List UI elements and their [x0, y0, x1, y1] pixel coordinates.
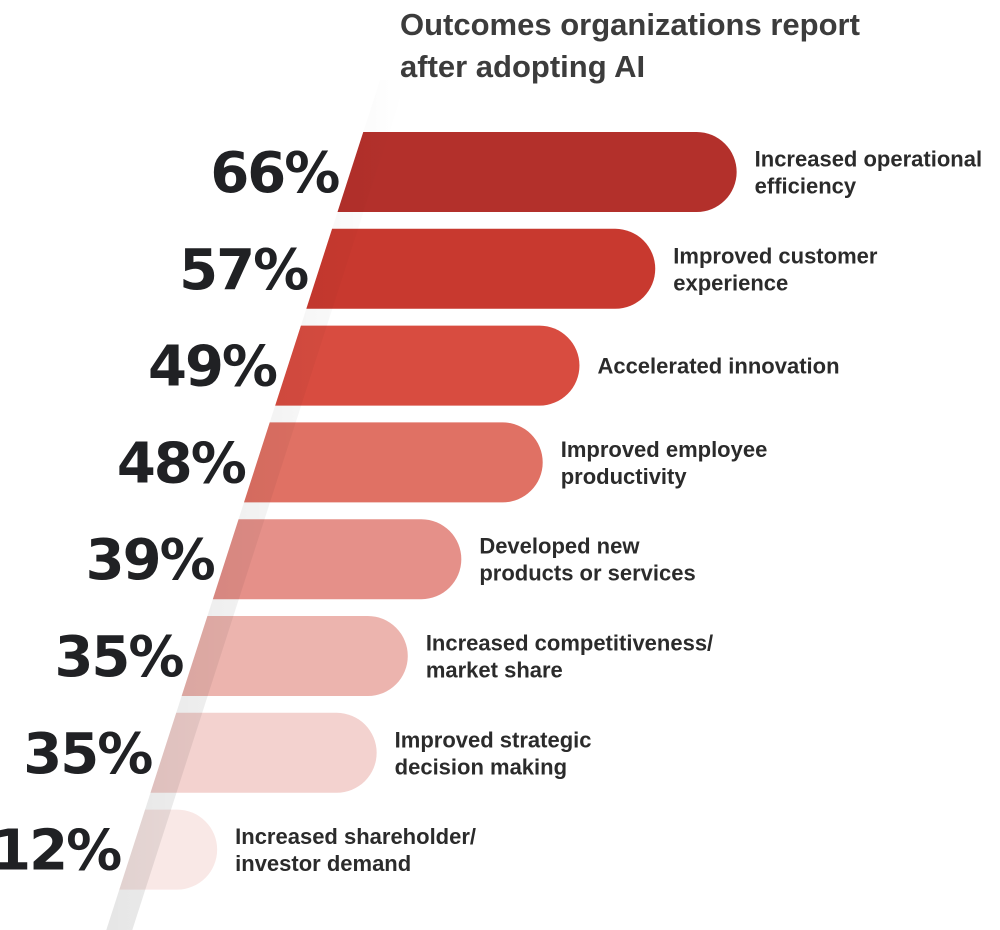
value-label: 12% [0, 819, 121, 884]
bar-3 [275, 325, 580, 406]
category-label-line: Accelerated innovation [597, 354, 839, 379]
category-label-line: products or services [479, 561, 695, 586]
value-label: 39% [86, 528, 215, 593]
category-label: Accelerated innovation [597, 354, 839, 379]
category-label: Improved employee productivity [561, 437, 768, 489]
bar-4 [243, 422, 543, 503]
value-label: 49% [148, 335, 277, 400]
category-label-line: Increased shareholder/ [235, 824, 476, 849]
category-label-line: Increased operational [755, 147, 982, 172]
bar-5 [212, 519, 462, 600]
category-label: Increased shareholder/investor demand [235, 824, 476, 876]
value-label: 66% [210, 141, 339, 206]
labels-layer: 66% Increased operational efficiency 57% Imp… [0, 141, 982, 884]
category-label-line: Improved employee [561, 437, 768, 462]
category-label-line: Increased competitiveness/ [426, 631, 713, 656]
chart-title: Outcomes organizations report after adop… [400, 7, 869, 84]
category-label-line: investor demand [235, 851, 411, 876]
bar-6 [181, 616, 408, 696]
bar-1 [337, 132, 737, 212]
chart-title-line-2: after adopting AI [400, 49, 645, 84]
value-label: 35% [54, 625, 183, 690]
category-label-line: productivity [561, 464, 688, 489]
slanted-edge-shadow [106, 80, 407, 930]
category-label-line: Developed new [479, 534, 640, 559]
category-label: Increased competitiveness/market share [426, 631, 713, 683]
category-label-line: market share [426, 658, 563, 683]
value-label: 57% [179, 238, 308, 303]
value-label: 35% [23, 722, 152, 787]
category-label-line: Improved strategic [395, 727, 592, 752]
category-label: Improved customer experience [673, 243, 878, 295]
bar-7 [150, 712, 377, 793]
category-label: Improved strategic decision making [395, 727, 592, 779]
category-label: Developed new products or services [479, 534, 695, 586]
category-label-line: efficiency [755, 174, 857, 199]
value-label: 48% [117, 431, 246, 496]
category-label: Increased operational efficiency [755, 147, 982, 199]
category-label-line: Improved customer [673, 243, 878, 268]
category-label-line: decision making [395, 754, 567, 779]
category-label-line: experience [673, 270, 788, 295]
bars-layer [119, 132, 737, 890]
chart-title-line-1: Outcomes organizations report [400, 7, 860, 42]
bar-2 [306, 228, 656, 309]
